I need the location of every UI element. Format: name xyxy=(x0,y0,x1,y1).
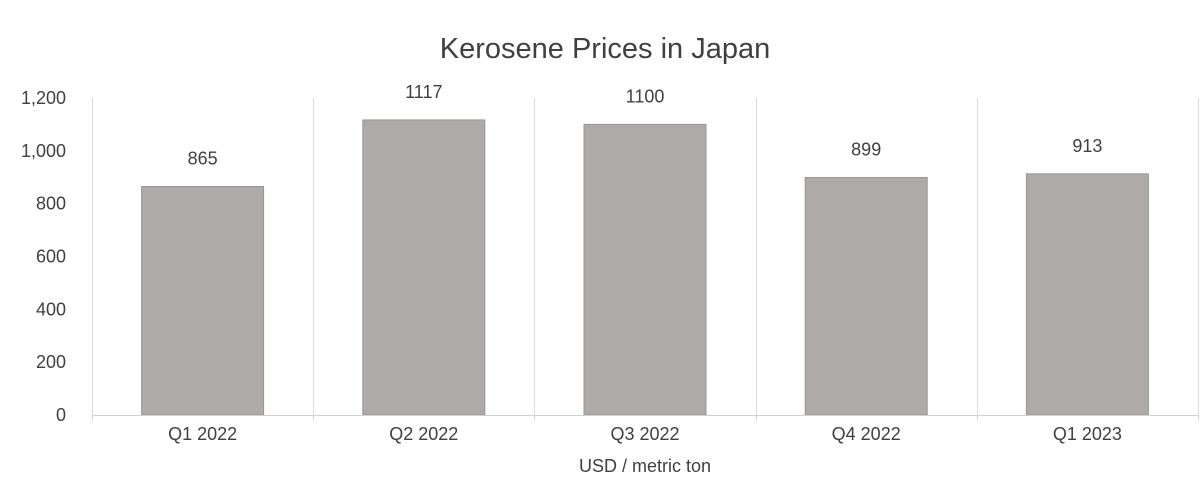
x-tick-label: Q1 2023 xyxy=(1053,424,1122,444)
y-tick-label: 400 xyxy=(36,299,66,319)
data-label: 1100 xyxy=(626,86,665,106)
y-tick-label: 1,200 xyxy=(21,88,66,108)
y-tick-label: 1,000 xyxy=(21,141,66,161)
bar xyxy=(362,119,486,416)
bar xyxy=(141,185,265,416)
y-tick-label: 800 xyxy=(36,194,66,214)
gridlines xyxy=(92,98,1199,421)
x-tick-label: Q4 2022 xyxy=(832,424,901,444)
data-label: 899 xyxy=(851,140,881,160)
x-tick-label: Q2 2022 xyxy=(389,424,458,444)
x-axis-title: USD / metric ton xyxy=(579,456,711,476)
y-axis: 0 200 400 600 800 1,000 1,200 xyxy=(21,88,66,425)
data-label: 913 xyxy=(1072,136,1102,156)
bars xyxy=(141,119,1149,416)
y-tick-label: 600 xyxy=(36,247,66,267)
bar xyxy=(804,177,928,416)
y-tick-label: 0 xyxy=(56,405,66,425)
bar xyxy=(1025,173,1149,416)
data-label: 1117 xyxy=(405,82,442,102)
x-axis: Q1 2022 Q2 2022 Q3 2022 Q4 2022 Q1 2023 xyxy=(92,415,1198,444)
bar xyxy=(583,123,707,416)
y-tick-label: 200 xyxy=(36,352,66,372)
data-labels: 865 1117 1100 899 913 xyxy=(188,82,1103,169)
x-tick-label: Q3 2022 xyxy=(610,424,679,444)
x-tick-label: Q1 2022 xyxy=(168,424,237,444)
chart-title: Kerosene Prices in Japan xyxy=(440,33,770,65)
data-label: 865 xyxy=(188,148,218,168)
